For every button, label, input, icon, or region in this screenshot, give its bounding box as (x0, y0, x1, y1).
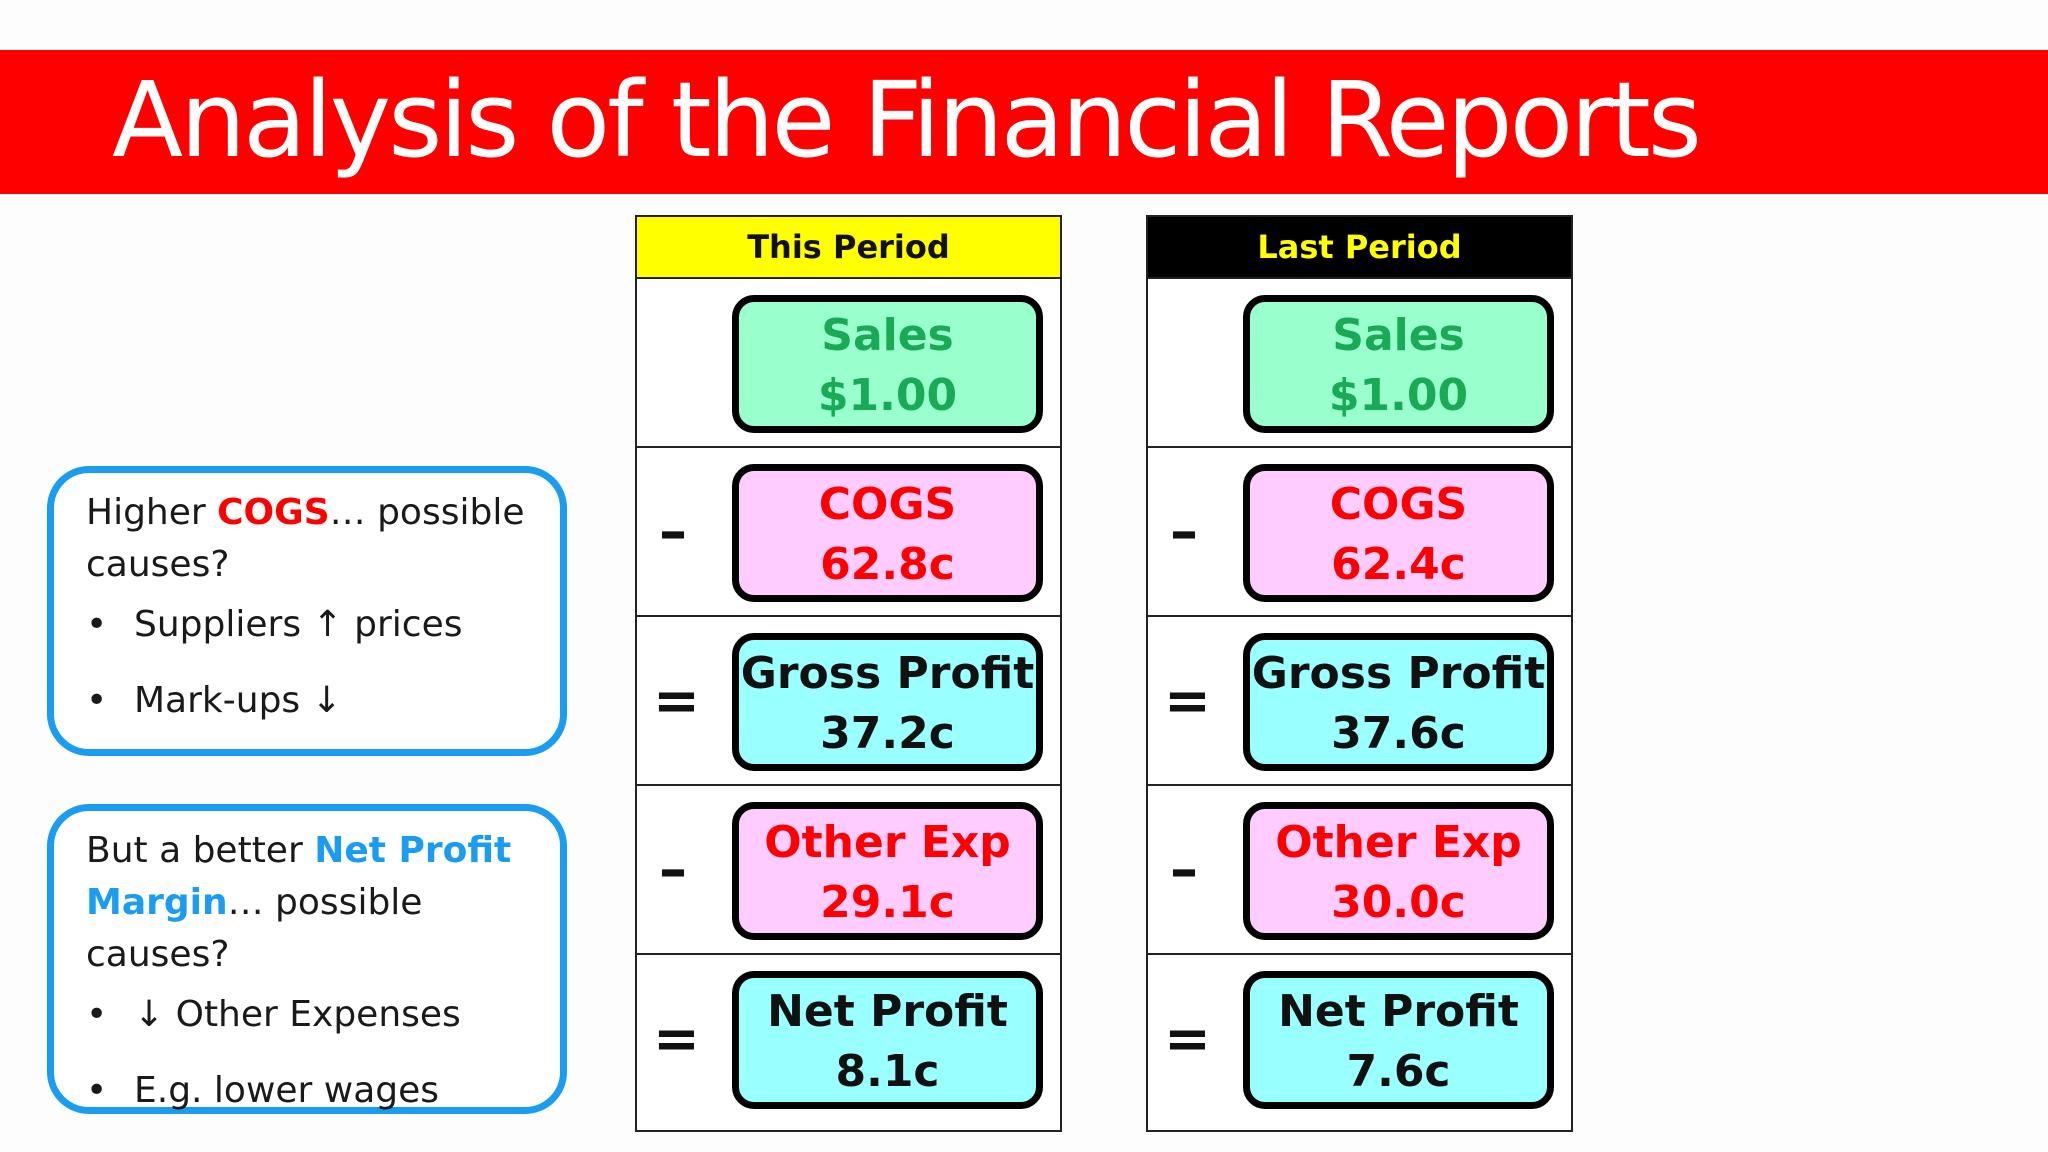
operator: = (653, 1006, 700, 1072)
this-period-header: This Period (637, 217, 1060, 279)
last-period-header: Last Period (1148, 217, 1571, 279)
last-period-table: Last Period Sales $1.00 – COGS 62.4c = Gro… (1146, 215, 1573, 1132)
net-profit-margin-highlight: Net Profit Margin (86, 830, 512, 923)
table-row: – COGS 62.4c (1148, 448, 1571, 617)
sales-box: Sales $1.00 (1243, 295, 1554, 433)
gross-profit-box: Gross Profit 37.6c (1243, 633, 1554, 771)
cogs-causes-callout: Higher COGS… possible causes? Suppliers … (47, 466, 567, 756)
table-row: – Other Exp 30.0c (1148, 786, 1571, 955)
table-row: = Net Profit 8.1c (637, 955, 1060, 1123)
callout-question: But a better Net Profit Margin… possible… (86, 830, 512, 975)
other-exp-box: Other Exp 30.0c (1243, 802, 1554, 940)
bullet-list: ↓ Other Expenses E.g. lower wages (86, 993, 530, 1113)
operator: – (1170, 499, 1198, 564)
bullet-list: Suppliers ↑ prices Mark-ups ↓ (86, 603, 530, 723)
cogs-box: COGS 62.4c (1243, 464, 1554, 602)
bullet-item: Suppliers ↑ prices (86, 603, 530, 647)
this-period-table: This Period Sales $1.00 – COGS 62.8c = Gro… (635, 215, 1062, 1132)
sales-box: Sales $1.00 (732, 295, 1043, 433)
net-profit-box: Net Profit 7.6c (1243, 971, 1554, 1109)
table-row: Sales $1.00 (637, 279, 1060, 448)
operator: – (659, 837, 687, 902)
cogs-highlight: COGS (217, 492, 330, 533)
table-row: – COGS 62.8c (637, 448, 1060, 617)
table-row: – Other Exp 29.1c (637, 786, 1060, 955)
gross-profit-box: Gross Profit 37.2c (732, 633, 1043, 771)
bullet-item: Mark-ups ↓ (86, 679, 530, 723)
table-row: = Net Profit 7.6c (1148, 955, 1571, 1123)
operator: – (659, 499, 687, 564)
callout-question: Higher COGS… possible causes? (86, 492, 525, 585)
other-exp-box: Other Exp 29.1c (732, 802, 1043, 940)
table-row: Sales $1.00 (1148, 279, 1571, 448)
cogs-box: COGS 62.8c (732, 464, 1043, 602)
title-bar: Analysis of the Financial Reports (0, 50, 2048, 194)
table-row: = Gross Profit 37.2c (637, 617, 1060, 786)
operator: = (1164, 668, 1211, 733)
table-row: = Gross Profit 37.6c (1148, 617, 1571, 786)
operator: – (1170, 837, 1198, 902)
operator: = (653, 668, 700, 733)
bullet-item: E.g. lower wages (86, 1069, 530, 1113)
slide-title: Analysis of the Financial Reports (112, 59, 1702, 181)
net-profit-causes-callout: But a better Net Profit Margin… possible… (47, 804, 567, 1114)
net-profit-box: Net Profit 8.1c (732, 971, 1043, 1109)
bullet-item: ↓ Other Expenses (86, 993, 530, 1037)
operator: = (1164, 1006, 1211, 1072)
